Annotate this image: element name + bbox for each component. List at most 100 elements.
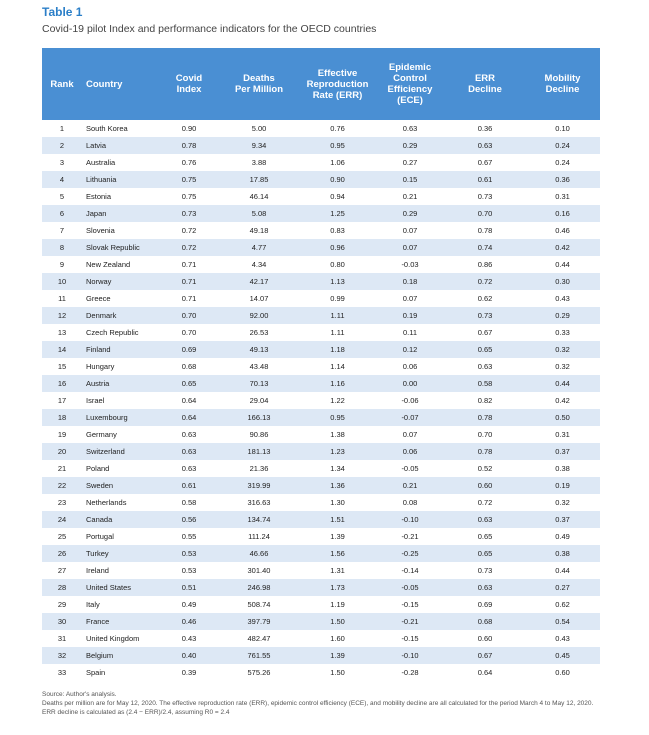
table-cell: 0.70 [181, 328, 197, 337]
table-cell: 0.68 [181, 362, 197, 371]
table-cell: 46.14 [249, 192, 269, 201]
table-cell: Portugal [86, 532, 114, 541]
table-cell: 0.08 [402, 498, 418, 507]
table-cell: 0.16 [525, 205, 600, 222]
table-row: 2 Latvia 0.78 9.34 0.95 0.29 0.63 0.24 [42, 137, 600, 154]
table-cell: 27 [57, 566, 67, 575]
table-cell: 246.98 [218, 579, 300, 596]
table-title: Table 1 [42, 5, 83, 19]
table-cell: 0.73 [445, 307, 525, 324]
table-cell: 0.24 [525, 137, 600, 154]
table-cell: Sweden [82, 477, 160, 494]
column-header: Effective Reproduction Rate (ERR) [300, 48, 375, 120]
table-cell: 0.63 [445, 511, 525, 528]
table-cell: 1.34 [330, 464, 345, 473]
column-header: Deaths Per Million [218, 48, 300, 120]
table-cell: United Kingdom [86, 634, 140, 643]
table-cell: 0.72 [445, 273, 525, 290]
table-row: 1 South Korea 0.90 5.00 0.76 0.63 0.36 0.10 [42, 120, 600, 137]
table-cell: 26.53 [249, 328, 269, 337]
table-cell: 0.95 [300, 409, 375, 426]
table-cell: -0.21 [401, 532, 419, 541]
table-cell: 0.86 [477, 260, 493, 269]
table-cell: -0.07 [375, 409, 445, 426]
table-cell: 0.07 [402, 430, 418, 439]
table-cell: 15 [57, 362, 67, 371]
table-cell: 1.16 [300, 375, 375, 392]
table-cell: 0.54 [525, 613, 600, 630]
data-table: Rank Country Covid Index Deaths Per Million… [42, 48, 600, 681]
table-cell: 0.72 [181, 226, 197, 235]
table-cell: 29.04 [249, 396, 269, 405]
table-cell: 0.63 [445, 579, 525, 596]
table-cell: 1.73 [300, 579, 375, 596]
table-cell: 0.76 [330, 124, 345, 133]
table-cell: 16 [42, 375, 82, 392]
table-cell: 2 [42, 137, 82, 154]
table-cell: 0.74 [445, 239, 525, 256]
table-cell: 0.75 [181, 192, 197, 201]
table-head: Rank Country Covid Index Deaths Per Million… [42, 48, 600, 120]
table-cell: 301.40 [247, 566, 271, 575]
table-cell: 6 [42, 205, 82, 222]
table-cell: 0.73 [477, 192, 493, 201]
table-cell: 0.94 [330, 192, 345, 201]
header-row: Rank Country Covid Index Deaths Per Million… [42, 48, 600, 120]
table-cell: 0.44 [555, 566, 570, 575]
table-cell: 0.30 [525, 273, 600, 290]
table-row: 33 Spain 0.39 575.26 1.50 -0.28 0.64 0.60 [42, 664, 600, 681]
table-cell: Canada [82, 511, 160, 528]
table-row: 14 Finland 0.69 49.13 1.18 0.12 0.65 0.32 [42, 341, 600, 358]
table-cell: 0.19 [525, 477, 600, 494]
table-cell: 1.50 [330, 668, 345, 677]
table-cell: 0.32 [525, 341, 600, 358]
note: Deaths per million are for May 12, 2020.… [42, 700, 594, 716]
table-cell: 0.62 [555, 600, 570, 609]
table-cell: 0.32 [555, 498, 570, 507]
table-cell: 0.10 [555, 124, 570, 133]
table-cell: 0.46 [555, 226, 570, 235]
table-cell: 1.50 [300, 613, 375, 630]
table-row: 18 Luxembourg 0.64 166.13 0.95 -0.07 0.78 0.50 [42, 409, 600, 426]
table-cell: 9 [59, 260, 65, 269]
table-cell: 7 [59, 226, 65, 235]
table-cell: 26 [42, 545, 82, 562]
table-cell: 0.65 [477, 532, 493, 541]
table-cell: 20 [42, 443, 82, 460]
table-cell: Italy [86, 600, 100, 609]
table-cell: 22 [42, 477, 82, 494]
table-cell: 761.55 [218, 647, 300, 664]
table-cell: 0.31 [555, 430, 570, 439]
table-cell: 10 [42, 273, 82, 290]
table-cell: 0.11 [402, 328, 418, 337]
table-cell: 0.18 [375, 273, 445, 290]
table-cell: 0.71 [160, 273, 218, 290]
table-cell: 5 [59, 192, 65, 201]
table-cell: 0.43 [555, 294, 570, 303]
table-cell: 1.11 [300, 307, 375, 324]
table-row: 7 Slovenia 0.72 49.18 0.83 0.07 0.78 0.46 [42, 222, 600, 239]
table-cell: 0.78 [477, 226, 493, 235]
table-row: 11 Greece 0.71 14.07 0.99 0.07 0.62 0.43 [42, 290, 600, 307]
table-cell: 0.58 [445, 375, 525, 392]
table-cell: -0.15 [401, 634, 419, 643]
table-cell: 0.60 [555, 668, 570, 677]
table-row: 30 France 0.46 397.79 1.50 -0.21 0.68 0.54 [42, 613, 600, 630]
table-cell: 3.88 [251, 158, 267, 167]
column-header: ERR Decline [445, 48, 525, 120]
table-cell: Czech Republic [86, 328, 139, 337]
table-row: 15 Hungary 0.68 43.48 1.14 0.06 0.63 0.32 [42, 358, 600, 375]
table-cell: 181.13 [218, 443, 300, 460]
table-cell: 0.45 [525, 647, 600, 664]
table-row: 27 Ireland 0.53 301.40 1.31 -0.14 0.73 0.44 [42, 562, 600, 579]
table-cell: 0.63 [477, 362, 493, 371]
table-cell: 575.26 [247, 668, 271, 677]
table-cell: 0.07 [402, 294, 418, 303]
table-cell: 0.29 [525, 307, 600, 324]
table-cell: 5.00 [251, 124, 267, 133]
table-body: 1 South Korea 0.90 5.00 0.76 0.63 0.36 0.10 2 Lat… [42, 120, 600, 681]
table-cell: 0.99 [330, 294, 345, 303]
table-cell: Latvia [82, 137, 160, 154]
table-cell: 33 [57, 668, 67, 677]
table-cell: 0.83 [330, 226, 345, 235]
